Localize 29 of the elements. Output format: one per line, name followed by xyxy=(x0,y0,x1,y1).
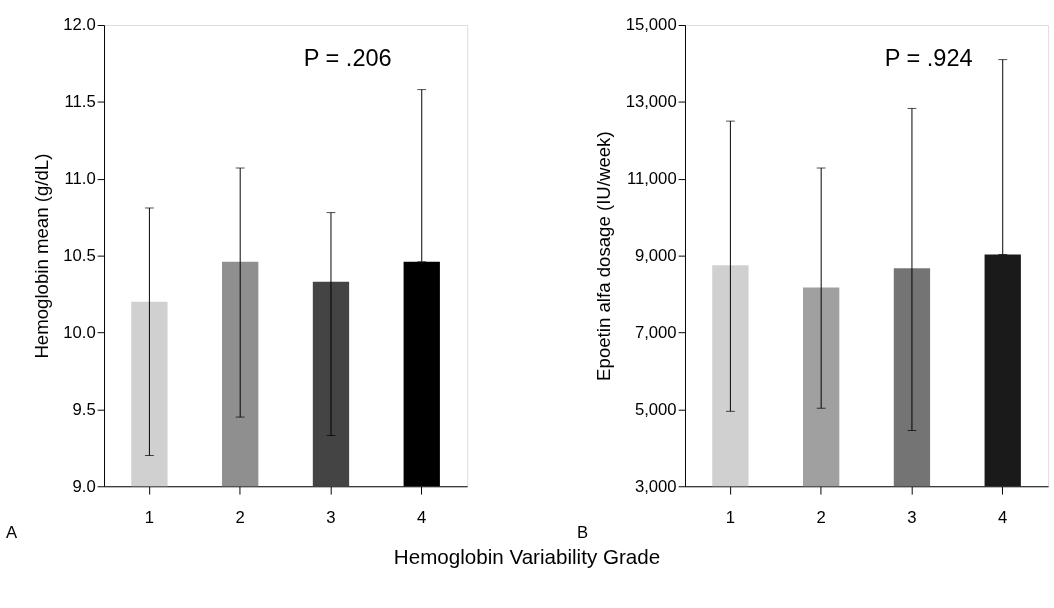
y-tick-label: 11,000 xyxy=(626,169,677,189)
y-tick-label: 12.0 xyxy=(63,15,96,35)
y-tick-label: 9.5 xyxy=(72,399,96,419)
y-tick-label: 3,000 xyxy=(634,476,677,496)
annotation: P = .924 xyxy=(884,45,973,72)
x-tick-label: 2 xyxy=(816,508,826,528)
x-tick-label: 3 xyxy=(326,508,336,528)
y-tick-label: 11.5 xyxy=(64,92,96,112)
y-tick-label: 15,000 xyxy=(625,15,677,35)
x-tick-label: 1 xyxy=(725,508,736,528)
x-tick-label: 3 xyxy=(907,508,917,528)
y-axis-title: Epoetin alfa dosage (IU/week) xyxy=(592,131,614,381)
x-axis-title: Hemoglobin Variability Grade xyxy=(393,545,661,569)
text: B xyxy=(577,523,589,543)
annotation: P = .206 xyxy=(303,45,392,72)
y-tick-label: 10.0 xyxy=(63,322,96,342)
y-tick-label: 10.5 xyxy=(63,246,96,266)
x-tick-label: 1 xyxy=(144,508,155,528)
y-axis-title: Hemoglobin mean (g/dL) xyxy=(30,153,52,359)
x-tick-label: 4 xyxy=(998,508,1008,528)
y-tick-label: 9,000 xyxy=(634,246,677,266)
y-tick-label: 13,000 xyxy=(625,92,677,112)
y-tick-label: 11.0 xyxy=(64,169,96,189)
y-tick-label: 5,000 xyxy=(634,399,677,419)
text: A xyxy=(5,523,18,543)
y-tick-label: 9.0 xyxy=(72,476,96,496)
x-tick-label: 4 xyxy=(417,508,427,528)
y-tick-label: 7,000 xyxy=(634,322,677,342)
x-tick-label: 2 xyxy=(235,508,245,528)
